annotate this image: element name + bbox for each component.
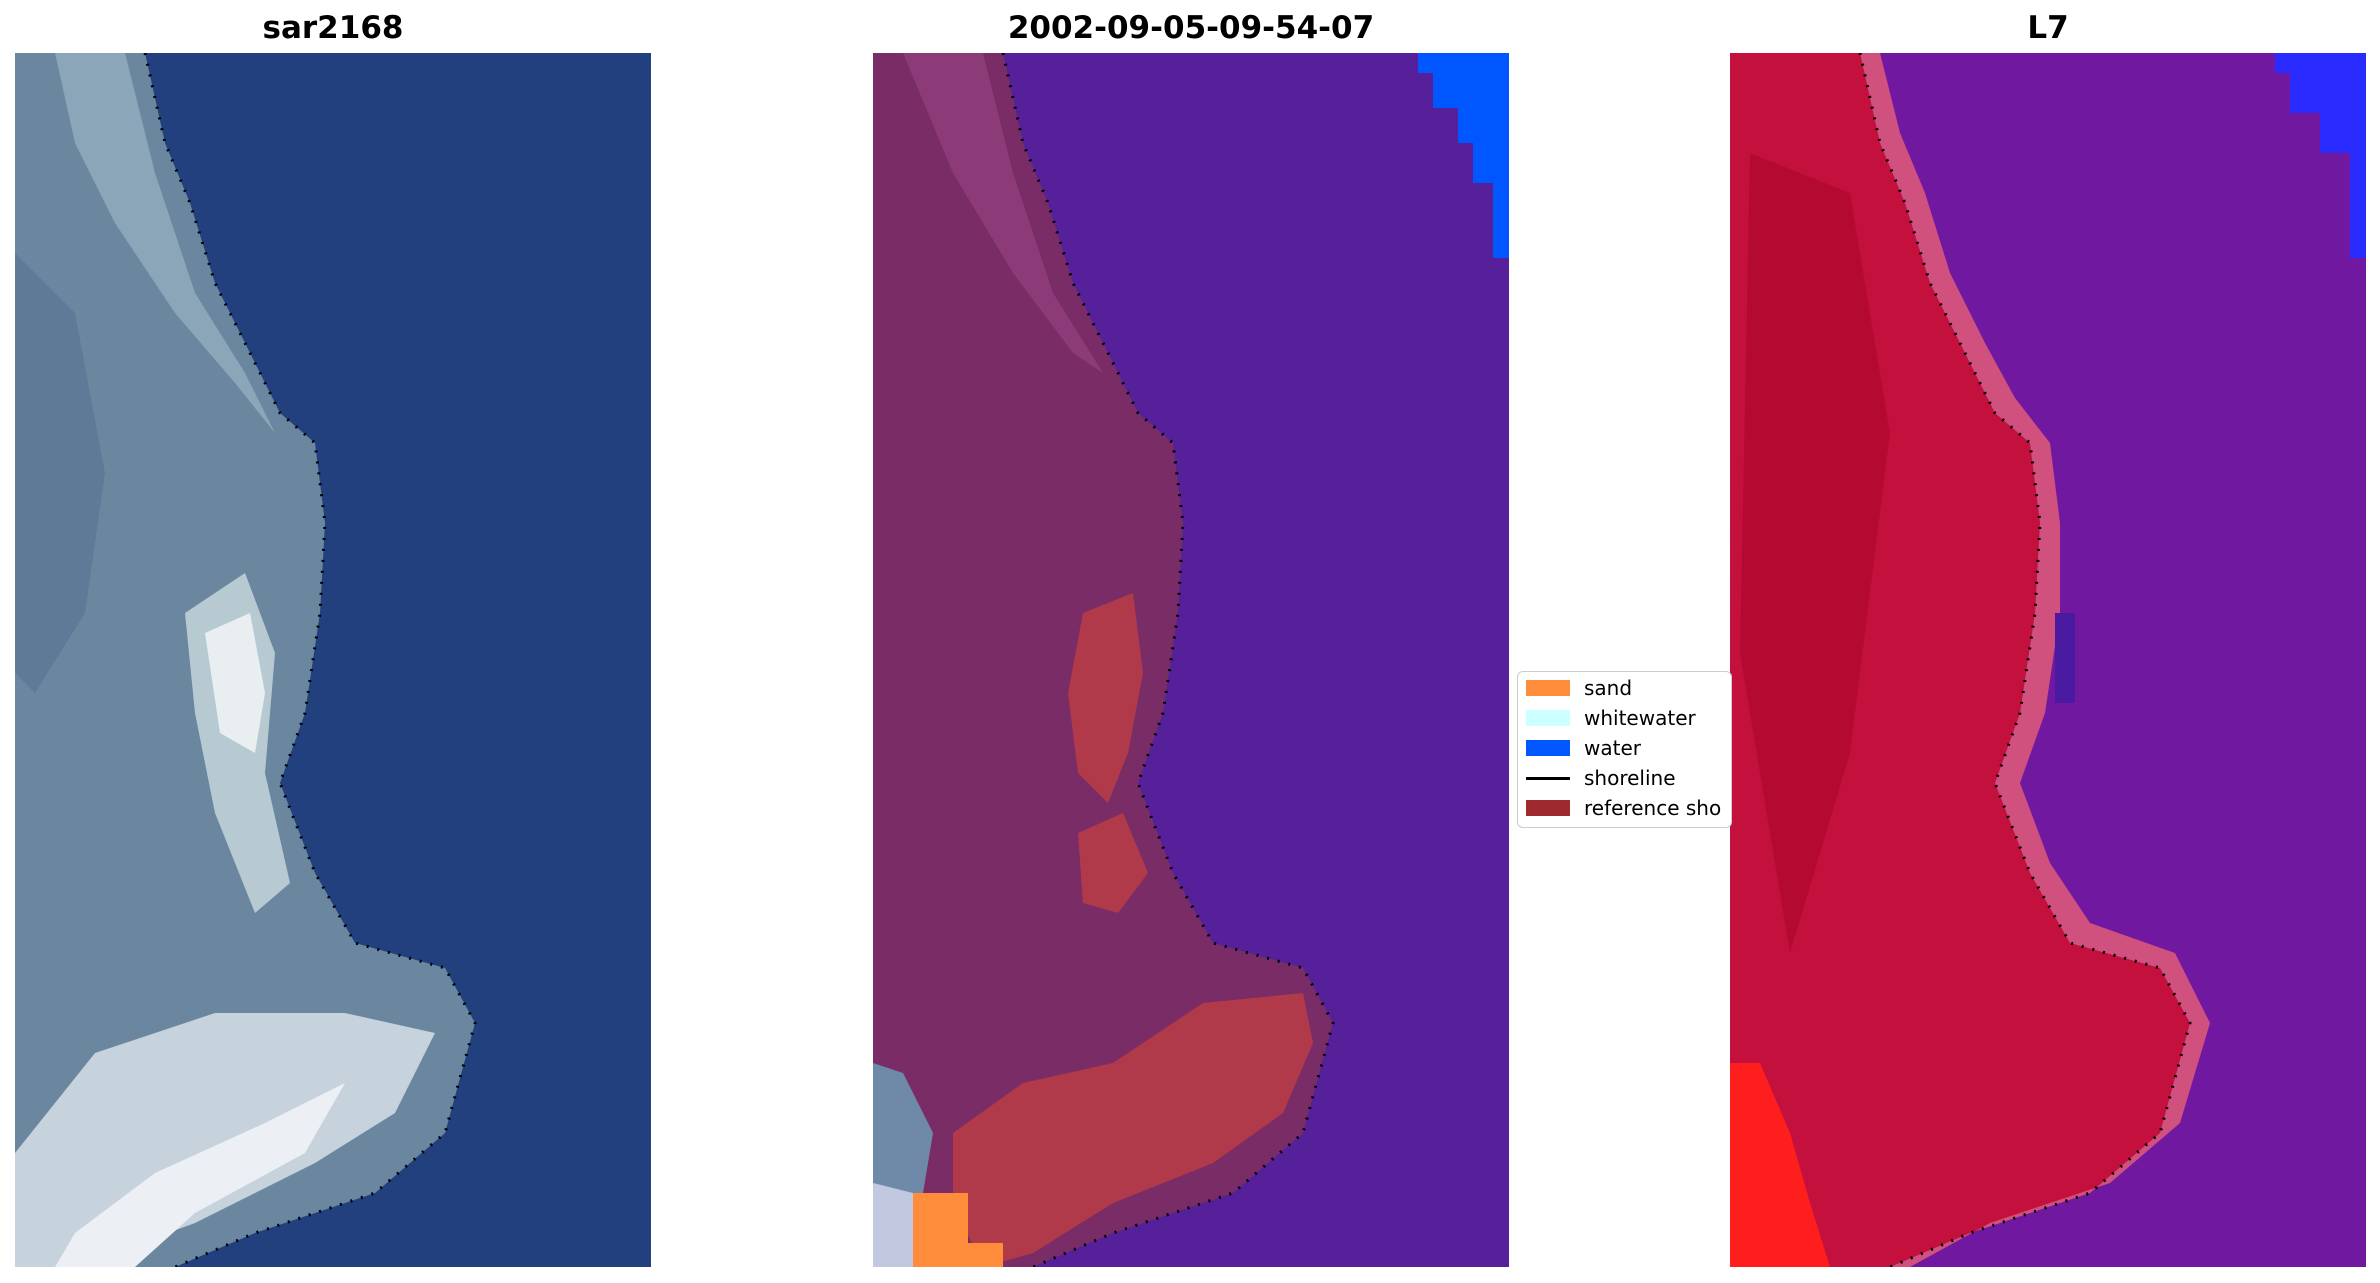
legend-swatch-whitewater (1526, 710, 1570, 726)
rgb-image-panel (15, 53, 651, 1267)
rgb-image (15, 53, 651, 1267)
legend-label: reference sho (1584, 796, 1722, 820)
title-panel-2: 2002-09-05-09-54-07 (1007, 10, 1375, 46)
legend-label: water (1584, 736, 1641, 760)
legend-swatch-shoreline (1526, 776, 1570, 780)
title-panel-1: sar2168 (262, 10, 404, 46)
classified-image (873, 53, 1509, 1267)
legend-item-shoreline: shoreline (1526, 766, 1676, 790)
legend: sand whitewater water shoreline referenc… (1517, 671, 1732, 828)
classification-panel (873, 53, 1509, 1267)
index-image (1730, 53, 2366, 1267)
legend-label: shoreline (1584, 766, 1676, 790)
legend-swatch-reference-shoreline (1526, 800, 1570, 816)
legend-item-water: water (1526, 736, 1641, 760)
legend-label: whitewater (1584, 706, 1696, 730)
title-panel-3: L7 (2027, 10, 2069, 46)
legend-label: sand (1584, 676, 1633, 700)
legend-item-whitewater: whitewater (1526, 706, 1696, 730)
legend-swatch-sand (1526, 680, 1570, 696)
legend-item-reference-shoreline: reference sho (1526, 796, 1721, 820)
legend-item-sand: sand (1526, 676, 1632, 700)
index-panel (1730, 53, 2366, 1267)
legend-swatch-water (1526, 740, 1570, 756)
